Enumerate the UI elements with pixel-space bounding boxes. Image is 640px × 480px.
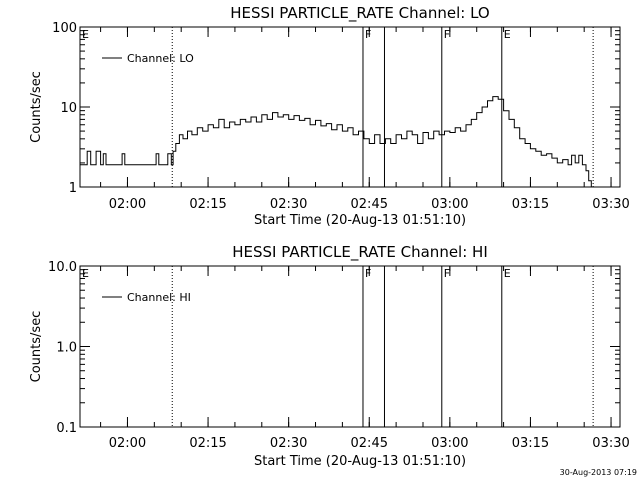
legend-label: Channel: HI (127, 291, 191, 304)
y-tick-label: 1.0 (56, 341, 77, 356)
hi-channel-panel: HESSI PARTICLE_RATE Channel: HI 0.1 1.0 10.… (29, 243, 630, 469)
y-tick-label: 0.1 (56, 421, 77, 436)
x-tick-label: 02:00 (109, 436, 146, 451)
x-tick-label: 03:00 (431, 436, 468, 451)
event-marker-label: E (82, 28, 89, 41)
event-marker-label: F (365, 267, 371, 280)
event-marker-label: F (365, 28, 371, 41)
x-tick-label: 02:30 (270, 436, 307, 451)
series-line (80, 96, 592, 187)
x-tick-label: 02:00 (109, 197, 146, 212)
lo-channel-panel: HESSI PARTICLE_RATE Channel: LO 1 10 100 02:… (29, 4, 630, 228)
footer-date: 30-Aug-2013 07:19 (560, 468, 637, 477)
event-marker-label: E (504, 267, 511, 280)
x-tick-label: 02:45 (351, 197, 388, 212)
x-tick-label: 03:30 (592, 436, 629, 451)
y-tick-label: 1 (69, 181, 77, 196)
event-marker-label: E (82, 267, 89, 280)
y-axis-label: Counts/sec (29, 71, 44, 143)
y-tick-label: 10.0 (48, 260, 77, 275)
chart-title: HESSI PARTICLE_RATE Channel: LO (230, 4, 489, 23)
plot-frame (79, 26, 621, 188)
x-tick-label: 02:15 (189, 436, 226, 451)
event-marker-label: F (444, 267, 450, 280)
x-axis-label: Start Time (20-Aug-13 01:51:10) (254, 213, 466, 228)
event-marker-label: E (504, 28, 511, 41)
legend-label: Channel: LO (127, 52, 194, 65)
x-tick-label: 02:15 (189, 197, 226, 212)
x-tick-label: 03:15 (512, 436, 549, 451)
y-tick-label: 100 (52, 21, 77, 36)
x-tick-label: 02:30 (270, 197, 307, 212)
x-tick-label: 03:30 (592, 197, 629, 212)
x-tick-label: 02:45 (351, 436, 388, 451)
y-axis-label: Counts/sec (29, 311, 44, 383)
x-axis-label: Start Time (20-Aug-13 01:51:10) (254, 454, 466, 469)
event-marker-label: F (444, 28, 450, 41)
y-tick-label: 10 (60, 101, 77, 116)
x-tick-label: 03:00 (431, 197, 468, 212)
x-tick-label: 03:15 (512, 197, 549, 212)
chart-title: HESSI PARTICLE_RATE Channel: HI (232, 243, 488, 262)
